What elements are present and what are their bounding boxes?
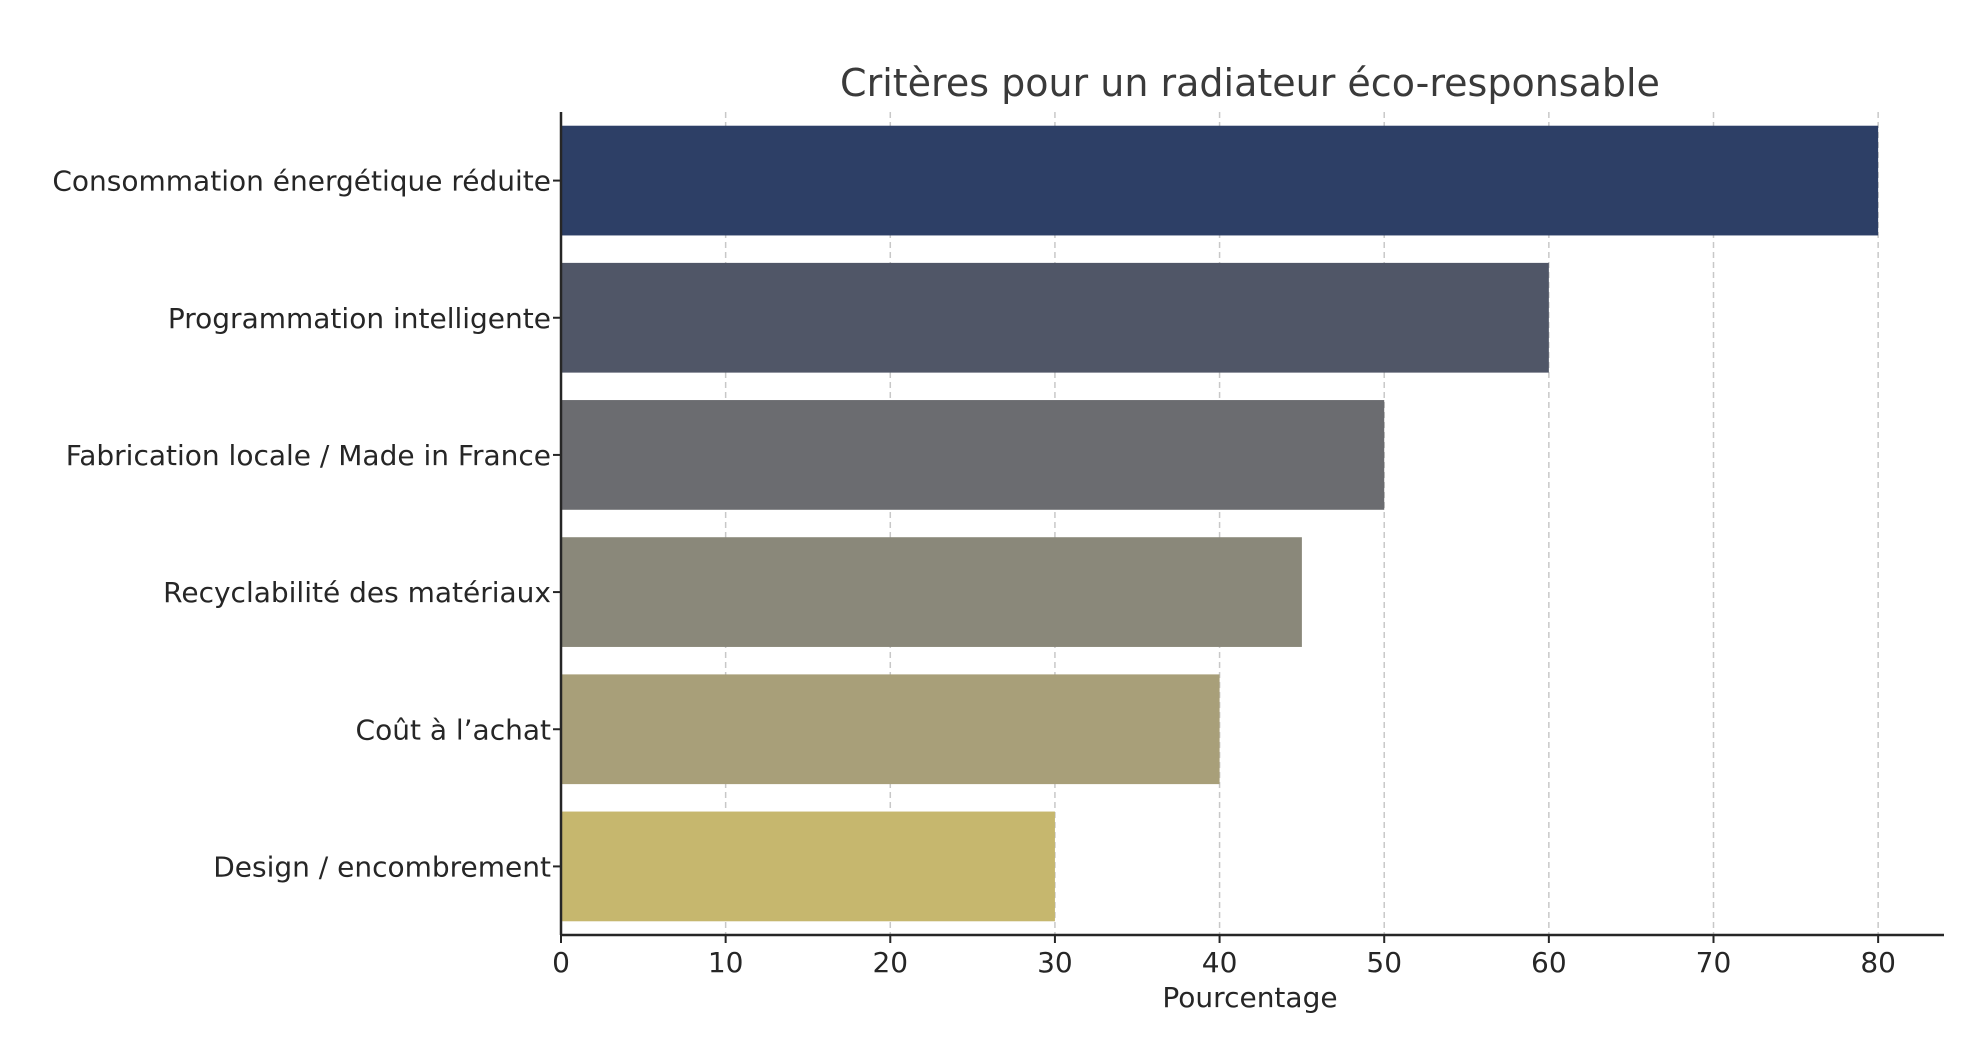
x-tick-label: 10 bbox=[708, 946, 744, 979]
x-tick-label: 60 bbox=[1531, 946, 1567, 979]
bar bbox=[561, 537, 1302, 647]
bar bbox=[561, 262, 1549, 373]
bar bbox=[561, 811, 1055, 922]
x-tick-label: 70 bbox=[1696, 946, 1732, 979]
category-label: Consommation énergétique réduite bbox=[52, 165, 551, 198]
category-label: Recyclabilité des matériaux bbox=[163, 576, 551, 609]
labels: 0 10 20 30 40 50 60 70 80 Consommation énergétiqu… bbox=[52, 165, 1896, 979]
category-label: Programmation intelligente bbox=[168, 302, 551, 335]
gridlines bbox=[724, 112, 1879, 935]
bar bbox=[561, 125, 1879, 236]
chart-title: Critères pour un radiateur éco-responsab… bbox=[840, 61, 1660, 105]
x-tick-label: 80 bbox=[1860, 946, 1896, 979]
bar bbox=[561, 674, 1220, 785]
bars bbox=[561, 125, 1879, 922]
x-tick-label: 40 bbox=[1202, 946, 1238, 979]
category-label: Coût à l’achat bbox=[356, 713, 552, 746]
category-label: Design / encombrement bbox=[213, 850, 551, 883]
x-tick-label: 20 bbox=[872, 946, 908, 979]
bar bbox=[561, 400, 1385, 510]
x-tick-label: 50 bbox=[1366, 946, 1402, 979]
category-label: Fabrication locale / Made in France bbox=[66, 439, 551, 472]
x-tick-label: 30 bbox=[1037, 946, 1073, 979]
x-tick-label: 0 bbox=[552, 946, 570, 979]
x-axis-label: Pourcentage bbox=[1162, 981, 1337, 1014]
